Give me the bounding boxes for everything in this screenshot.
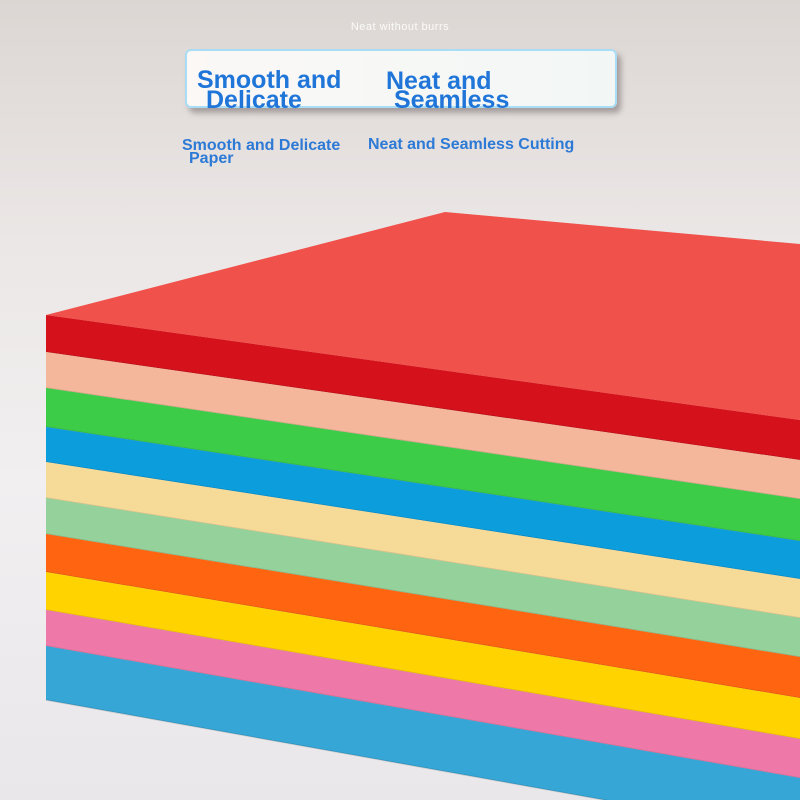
paper-top-surface: [46, 212, 800, 420]
banner-right-line1: Neat and: [386, 67, 492, 95]
paper-layer: [46, 498, 800, 657]
paper-layer: [46, 534, 800, 698]
feature-banner: [185, 49, 617, 108]
paper-layer: [46, 646, 800, 800]
banner-left-line1: Smooth and: [197, 66, 342, 94]
banner-right-line2: Seamless: [394, 86, 510, 114]
paper-layer: [46, 388, 800, 541]
subtitle-left-line1: Smooth and Delicate: [182, 137, 341, 154]
paper-layer: [46, 572, 800, 739]
paper-edge-line: [45, 699, 609, 800]
paper-layer: [46, 427, 800, 579]
paper-layer: [46, 610, 800, 778]
banner-left-line2: Delicate: [206, 86, 302, 114]
paper-layer: [46, 462, 800, 618]
paper-layer: [46, 352, 800, 499]
subtitle-left-line2: Paper: [189, 150, 234, 167]
paper-layer: [46, 315, 800, 460]
subtitle-right: Neat and Seamless Cutting: [368, 136, 575, 153]
caption: Neat without burrs: [350, 21, 450, 33]
